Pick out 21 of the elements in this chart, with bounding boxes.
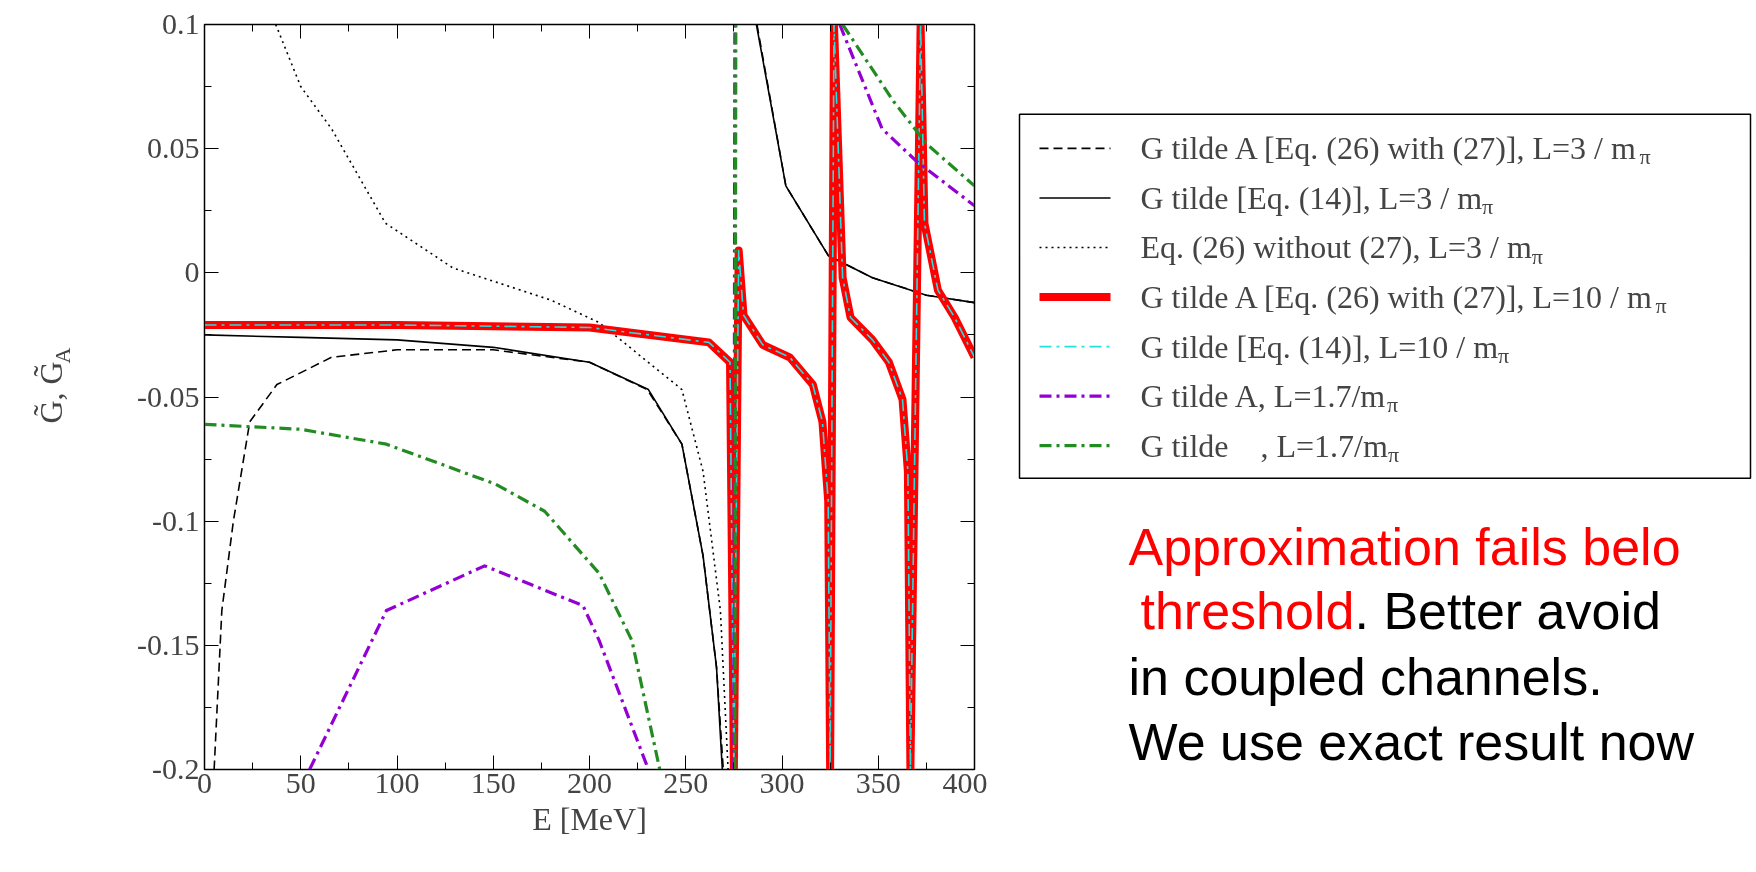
text: Approximation fails belo: [1128, 518, 1681, 577]
x-axis-title: E [MeV]: [532, 800, 647, 837]
x-tick-label: 50: [285, 765, 316, 799]
y-tick-label: 0.05: [147, 131, 200, 165]
y-tick-label: 0.1: [162, 7, 200, 40]
text: . Better avoid: [1354, 582, 1661, 641]
x-tick-label: 250: [663, 765, 709, 799]
y-tick-label: -0.05: [137, 379, 200, 413]
x-tick-label: 200: [567, 765, 612, 799]
x-tick-label: 350: [855, 765, 901, 799]
x-tick-label: 300: [759, 765, 805, 799]
x-tick-label: 400: [942, 765, 988, 799]
text: in coupled channels.: [1128, 648, 1603, 707]
y-tick-label: 0: [184, 255, 200, 289]
x-tick-label: 150: [470, 765, 516, 799]
y-tick-label: -0.15: [137, 627, 200, 661]
y-tick-label: -0.1: [152, 503, 200, 537]
text: We use exact result now: [1128, 713, 1695, 772]
text: threshold: [1140, 582, 1355, 641]
x-tick-label: 100: [374, 765, 420, 799]
y-axis-title: G̃, G̃A: [32, 347, 75, 424]
